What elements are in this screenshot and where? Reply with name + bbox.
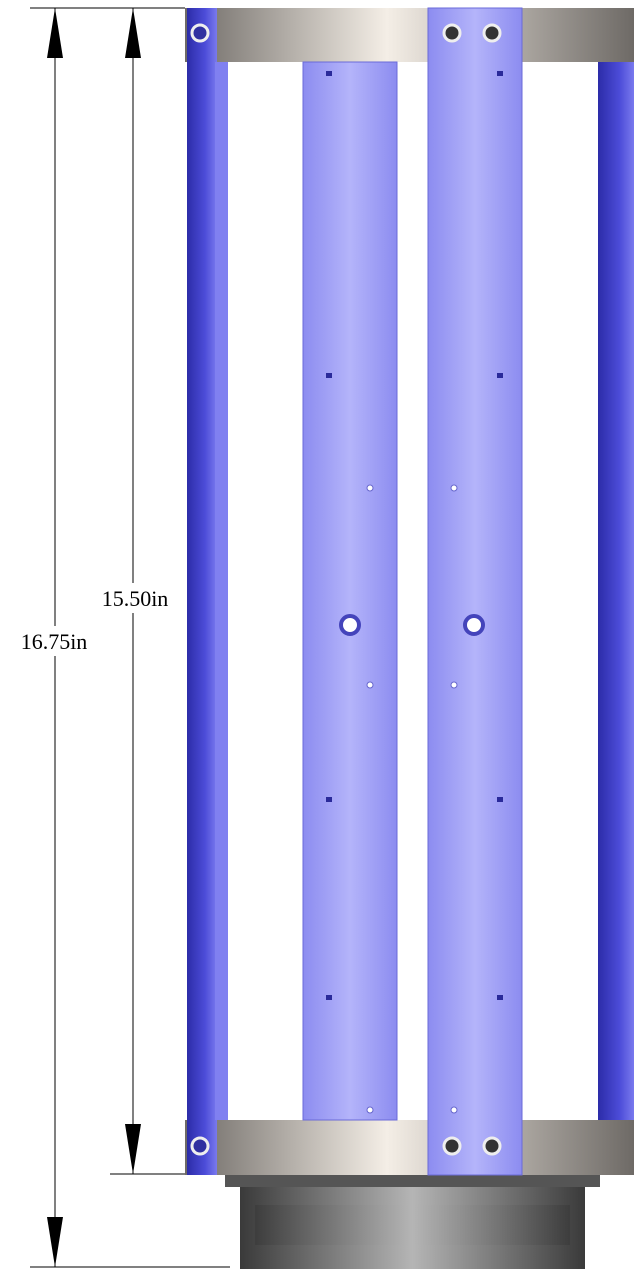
panel-left <box>302 61 398 1121</box>
label-bg <box>8 626 100 656</box>
left-rail <box>187 8 217 1175</box>
arrows <box>47 8 141 1267</box>
left-rail-edge <box>215 62 228 1120</box>
pins <box>326 71 503 1000</box>
small-holes <box>366 484 458 1114</box>
model <box>185 7 634 1269</box>
base-groove <box>255 1205 570 1245</box>
top-ring <box>185 8 634 62</box>
dimension-label: 15.50in <box>102 586 169 611</box>
bolts <box>190 23 502 1156</box>
label-bg <box>88 583 180 613</box>
holes <box>339 614 485 636</box>
base-flange <box>225 1175 600 1187</box>
panel-right <box>427 7 523 1176</box>
dimension-label: 16.75in <box>21 629 88 654</box>
right-rail <box>598 62 634 1120</box>
bottom-ring <box>185 1120 634 1175</box>
